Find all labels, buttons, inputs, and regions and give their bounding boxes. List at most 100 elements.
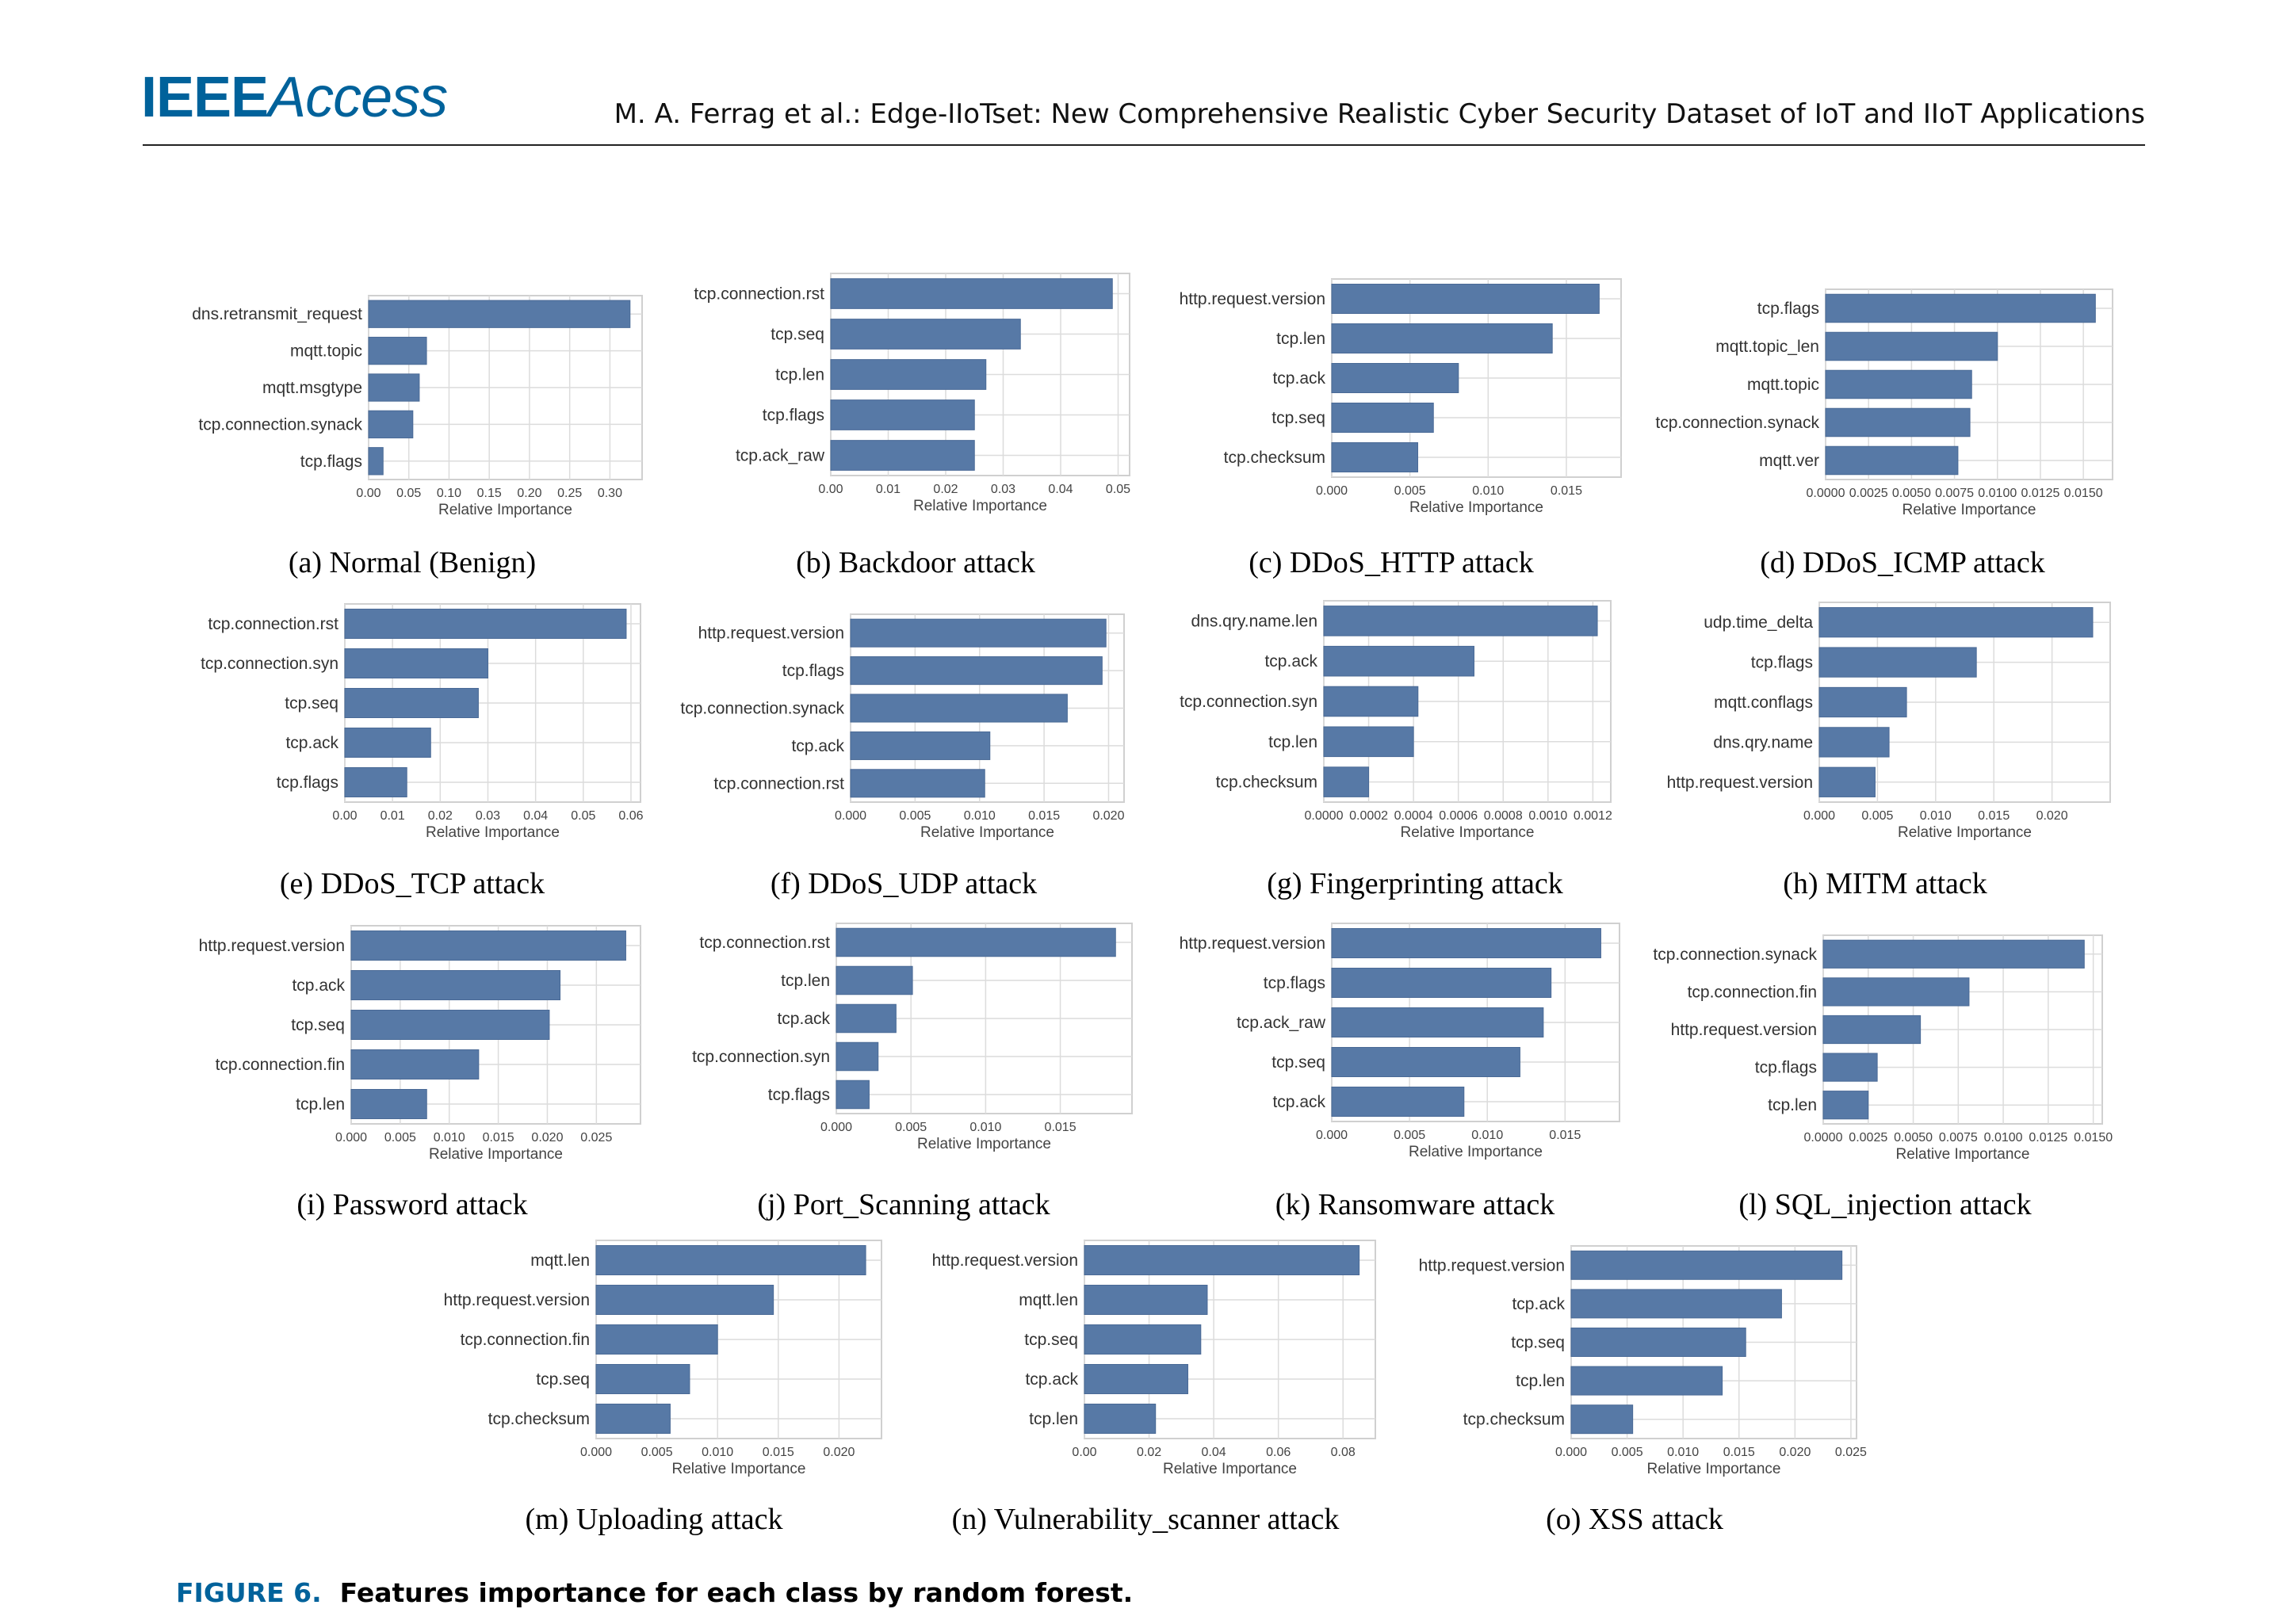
bar — [836, 1041, 879, 1072]
bar — [1084, 1364, 1188, 1394]
category-label: tcp.connection.syn — [692, 1048, 830, 1066]
x-tick-label: 0.020 — [1092, 809, 1124, 823]
x-tick-label: 0.02 — [933, 483, 958, 496]
bar — [368, 336, 427, 365]
chart-panel: 0.0000 0.0025 0.0050 0.0075 0.0100 0.0125 0.01… — [1653, 934, 2113, 1163]
x-tick-label: 0.005 — [895, 1121, 927, 1134]
x-tick-label: 0.000 — [835, 809, 866, 823]
bar — [344, 728, 431, 758]
bar — [1825, 445, 1959, 476]
panel-caption: (j) Port_Scanning attack — [757, 1188, 1050, 1221]
x-tick-label: 0.03 — [991, 483, 1015, 496]
x-axis-label: Relative Importance — [1647, 1461, 1781, 1477]
bar — [1818, 647, 1977, 678]
bar — [1822, 1053, 1878, 1082]
bar — [344, 609, 627, 639]
chart-panel: 0.000 0.005 0.010 0.015 0.020 mqtt.len http.re… — [444, 1240, 882, 1477]
category-label: tcp.connection.fin — [1688, 983, 1817, 1001]
x-axis-label: Relative Importance — [672, 1461, 806, 1477]
x-tick-label: 0.010 — [1472, 484, 1504, 498]
bar — [1570, 1328, 1746, 1357]
bar — [1825, 293, 2096, 323]
bar — [1331, 968, 1552, 998]
bar — [1570, 1289, 1782, 1319]
category-label: dns.qry.name.len — [1191, 612, 1317, 630]
bar — [1331, 1087, 1465, 1117]
chart-panel: 0.00 0.05 0.10 0.15 0.20 0.25 0.30 dns.retransm… — [192, 295, 643, 518]
x-tick-label: 0.015 — [1028, 809, 1060, 823]
category-label: tcp.seq — [771, 326, 824, 344]
x-tick-label: 0.010 — [1920, 809, 1952, 823]
category-label: tcp.ack — [777, 1010, 830, 1028]
category-label: tcp.flags — [300, 453, 362, 471]
chart-panel: 0.000 0.005 0.010 0.015 0.020 http.request.ve… — [680, 613, 1125, 841]
x-tick-label: 0.01 — [876, 483, 901, 496]
bar — [595, 1364, 690, 1394]
bar — [368, 373, 420, 402]
category-label: http.request.version — [1419, 1256, 1565, 1274]
x-tick-label: 0.05 — [571, 809, 595, 823]
bar — [1825, 369, 1972, 399]
chart-panel: 0.000 0.005 0.010 0.015 http.request.version… — [1180, 923, 1620, 1160]
x-tick-label: 0.0010 — [1528, 809, 1567, 823]
bar — [1331, 403, 1434, 433]
x-tick-label: 0.0002 — [1349, 809, 1388, 823]
x-tick-label: 0.02 — [1137, 1446, 1161, 1459]
x-tick-label: 0.15 — [477, 487, 502, 500]
bar — [344, 648, 488, 678]
x-tick-label: 0.005 — [641, 1446, 673, 1459]
x-tick-label: 0.00 — [332, 809, 357, 823]
category-label: dns.retransmit_request — [192, 305, 362, 323]
category-label: tcp.ack — [791, 737, 844, 755]
x-tick-label: 0.025 — [1835, 1446, 1867, 1459]
category-label: http.request.version — [1667, 774, 1813, 792]
x-axis-label: Relative Importance — [438, 502, 572, 518]
x-tick-label: 0.000 — [1316, 484, 1348, 498]
x-tick-label: 0.0150 — [2064, 487, 2103, 500]
category-label: tcp.len — [1516, 1372, 1565, 1390]
bar — [836, 927, 1116, 957]
x-axis-label: Relative Importance — [1401, 824, 1535, 841]
x-tick-label: 0.00 — [1072, 1446, 1096, 1459]
bar — [850, 656, 1103, 686]
x-tick-label: 0.005 — [899, 809, 931, 823]
bar — [1323, 686, 1419, 717]
bar — [830, 440, 975, 471]
bar — [350, 930, 626, 961]
bar — [368, 300, 631, 328]
bar — [595, 1245, 866, 1275]
x-tick-label: 0.0008 — [1484, 809, 1523, 823]
bar — [1331, 323, 1553, 353]
category-label: tcp.ack_raw — [1237, 1014, 1326, 1032]
category-label: tcp.flags — [1755, 1059, 1817, 1077]
bar — [1822, 977, 1970, 1007]
x-tick-label: 0.01 — [380, 809, 405, 823]
x-tick-label: 0.02 — [428, 809, 453, 823]
x-tick-label: 0.010 — [964, 809, 996, 823]
x-tick-label: 0.04 — [523, 809, 548, 823]
bar — [1331, 284, 1600, 314]
bar — [1825, 407, 1971, 438]
x-tick-label: 0.0050 — [1892, 487, 1931, 500]
x-axis-label: Relative Importance — [429, 1146, 563, 1163]
bar — [1825, 331, 1998, 361]
category-label: http.request.version — [444, 1291, 590, 1309]
category-label: tcp.len — [1268, 733, 1317, 751]
bar — [1323, 645, 1474, 677]
bar — [1084, 1245, 1360, 1275]
x-tick-label: 0.0025 — [1849, 1131, 1887, 1144]
chart-panel: 0.000 0.005 0.010 0.015 tcp.connection.rst tc… — [692, 923, 1133, 1152]
bar — [1818, 686, 1907, 718]
category-label: http.request.version — [199, 937, 345, 955]
x-tick-label: 0.020 — [1779, 1446, 1811, 1459]
x-axis-label: Relative Importance — [1409, 499, 1543, 516]
category-label: mqtt.len — [530, 1251, 590, 1270]
x-axis-label: Relative Importance — [920, 824, 1054, 841]
category-label: mqtt.msgtype — [262, 379, 362, 397]
bar — [850, 769, 985, 798]
x-tick-label: 0.10 — [437, 487, 461, 500]
x-tick-label: 0.00 — [818, 483, 843, 496]
category-label: tcp.connection.fin — [461, 1331, 590, 1349]
panel-caption: (l) SQL_injection attack — [1738, 1188, 2032, 1221]
